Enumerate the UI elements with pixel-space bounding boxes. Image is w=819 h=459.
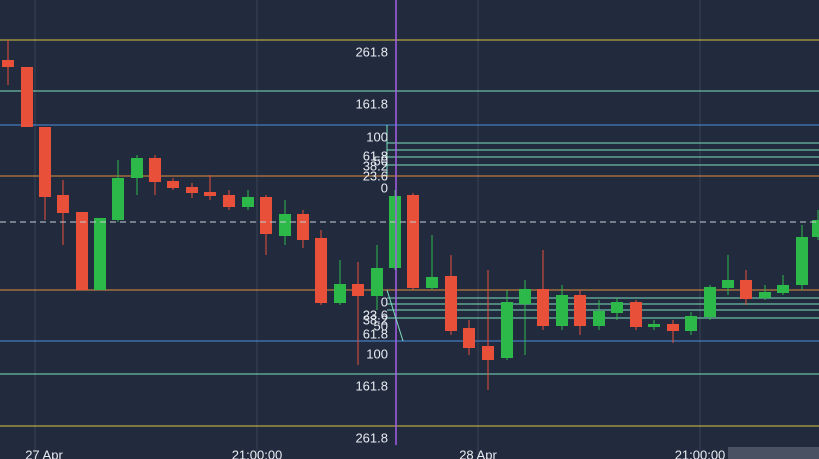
fib-label: 261.8 [355,430,388,445]
candle-body [501,302,513,358]
fib-label: 23.6 [363,168,388,183]
candle-body [556,295,568,326]
candle-body [260,197,272,234]
time-label: 21:00:00 [675,447,726,459]
candle-body [242,197,254,207]
candle-body [630,302,642,327]
candle-body [94,218,106,290]
fib-label: 161.8 [355,378,388,393]
fib-label: 38.2 [363,158,388,173]
candle-body [759,292,771,298]
fib-label: 38.2 [363,312,388,327]
fib-label: 50 [374,318,388,333]
candle-body [407,195,419,288]
fib-label: 61.8 [363,326,388,341]
candle-body [186,187,198,193]
fib-label: 61.8 [363,148,388,163]
candle-body [667,324,679,331]
candle-body [57,195,69,213]
candle-body [279,214,291,236]
candle-body [777,285,789,293]
time-label: 28 Apr [459,447,497,459]
candle-body [389,196,401,268]
candle-body [574,295,586,326]
candle-body [297,214,309,240]
candle-body [704,287,716,317]
time-label: 27 Apr [25,447,63,459]
candle-body [722,280,734,288]
time-label: 21:00:00 [232,447,283,459]
candle-body [685,316,697,331]
candle-body [519,289,531,304]
candle-body [76,212,88,290]
candle-body [21,67,33,127]
candle-body [334,284,346,303]
candle-body [39,127,51,197]
candle-body [167,181,179,188]
candle-body [223,195,235,207]
candle-body [131,158,143,178]
fib-trend [386,289,404,342]
fib-label: 161.8 [355,96,388,111]
candle-body [426,277,438,288]
candle-body [352,284,364,296]
candle-body [812,220,819,237]
candle-body [2,60,14,67]
time-highlight [728,447,819,459]
candle-body [482,346,494,360]
candle-body [112,178,124,220]
candle-body [315,238,327,303]
fib-label: 261.8 [355,44,388,59]
fib-label: 23.6 [363,307,388,322]
candle-body [445,276,457,331]
fib-label: 0 [381,180,388,195]
candle-body [796,237,808,285]
fib-lines [0,39,819,427]
candle-body [149,158,161,182]
candle-body [648,324,660,327]
candles [2,40,819,390]
fib-label: 100 [366,129,388,144]
candle-body [204,192,216,196]
candle-body [463,328,475,348]
candle-body [593,311,605,326]
candle-body [537,289,549,326]
candle-body [371,268,383,296]
fib-label: 100 [366,346,388,361]
fib-label: 0 [381,294,388,309]
candle-body [740,280,752,299]
grid [34,0,701,459]
candle-body [611,302,623,313]
fib-label: 50 [374,153,388,168]
